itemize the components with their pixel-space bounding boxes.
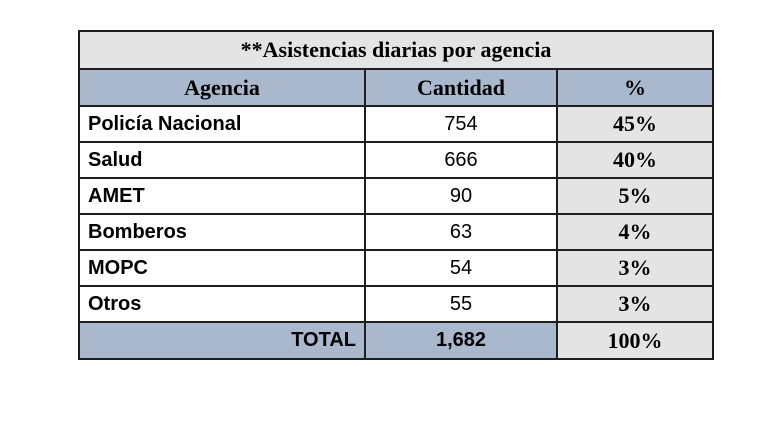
- column-header-quantity: Cantidad: [364, 68, 558, 107]
- table-title: **Asistencias diarias por agencia: [78, 30, 714, 70]
- table-header-row: Agencia Cantidad %: [78, 68, 714, 107]
- quantity-cell: 54: [364, 249, 558, 287]
- agency-cell: AMET: [78, 177, 366, 215]
- total-percent: 100%: [556, 321, 714, 360]
- percent-cell: 5%: [556, 177, 714, 215]
- total-row: TOTAL 1,682 100%: [78, 321, 714, 360]
- percent-cell: 3%: [556, 249, 714, 287]
- percent-cell: 40%: [556, 141, 714, 179]
- quantity-cell: 666: [364, 141, 558, 179]
- quantity-cell: 55: [364, 285, 558, 323]
- agency-cell: Salud: [78, 141, 366, 179]
- table-row: MOPC 54 3%: [78, 249, 714, 287]
- percent-cell: 4%: [556, 213, 714, 251]
- agency-cell: Otros: [78, 285, 366, 323]
- quantity-cell: 90: [364, 177, 558, 215]
- column-header-agency: Agencia: [78, 68, 366, 107]
- agency-cell: Bomberos: [78, 213, 366, 251]
- quantity-cell: 63: [364, 213, 558, 251]
- total-quantity: 1,682: [364, 321, 558, 360]
- agency-assistance-table: **Asistencias diarias por agencia Agenci…: [78, 30, 714, 360]
- table-row: AMET 90 5%: [78, 177, 714, 215]
- table-row: Policía Nacional 754 45%: [78, 105, 714, 143]
- agency-cell: Policía Nacional: [78, 105, 366, 143]
- percent-cell: 45%: [556, 105, 714, 143]
- table-title-row: **Asistencias diarias por agencia: [78, 30, 714, 70]
- percent-cell: 3%: [556, 285, 714, 323]
- table-row: Otros 55 3%: [78, 285, 714, 323]
- quantity-cell: 754: [364, 105, 558, 143]
- total-label: TOTAL: [78, 321, 366, 360]
- table-row: Bomberos 63 4%: [78, 213, 714, 251]
- table-row: Salud 666 40%: [78, 141, 714, 179]
- agency-cell: MOPC: [78, 249, 366, 287]
- column-header-percent: %: [556, 68, 714, 107]
